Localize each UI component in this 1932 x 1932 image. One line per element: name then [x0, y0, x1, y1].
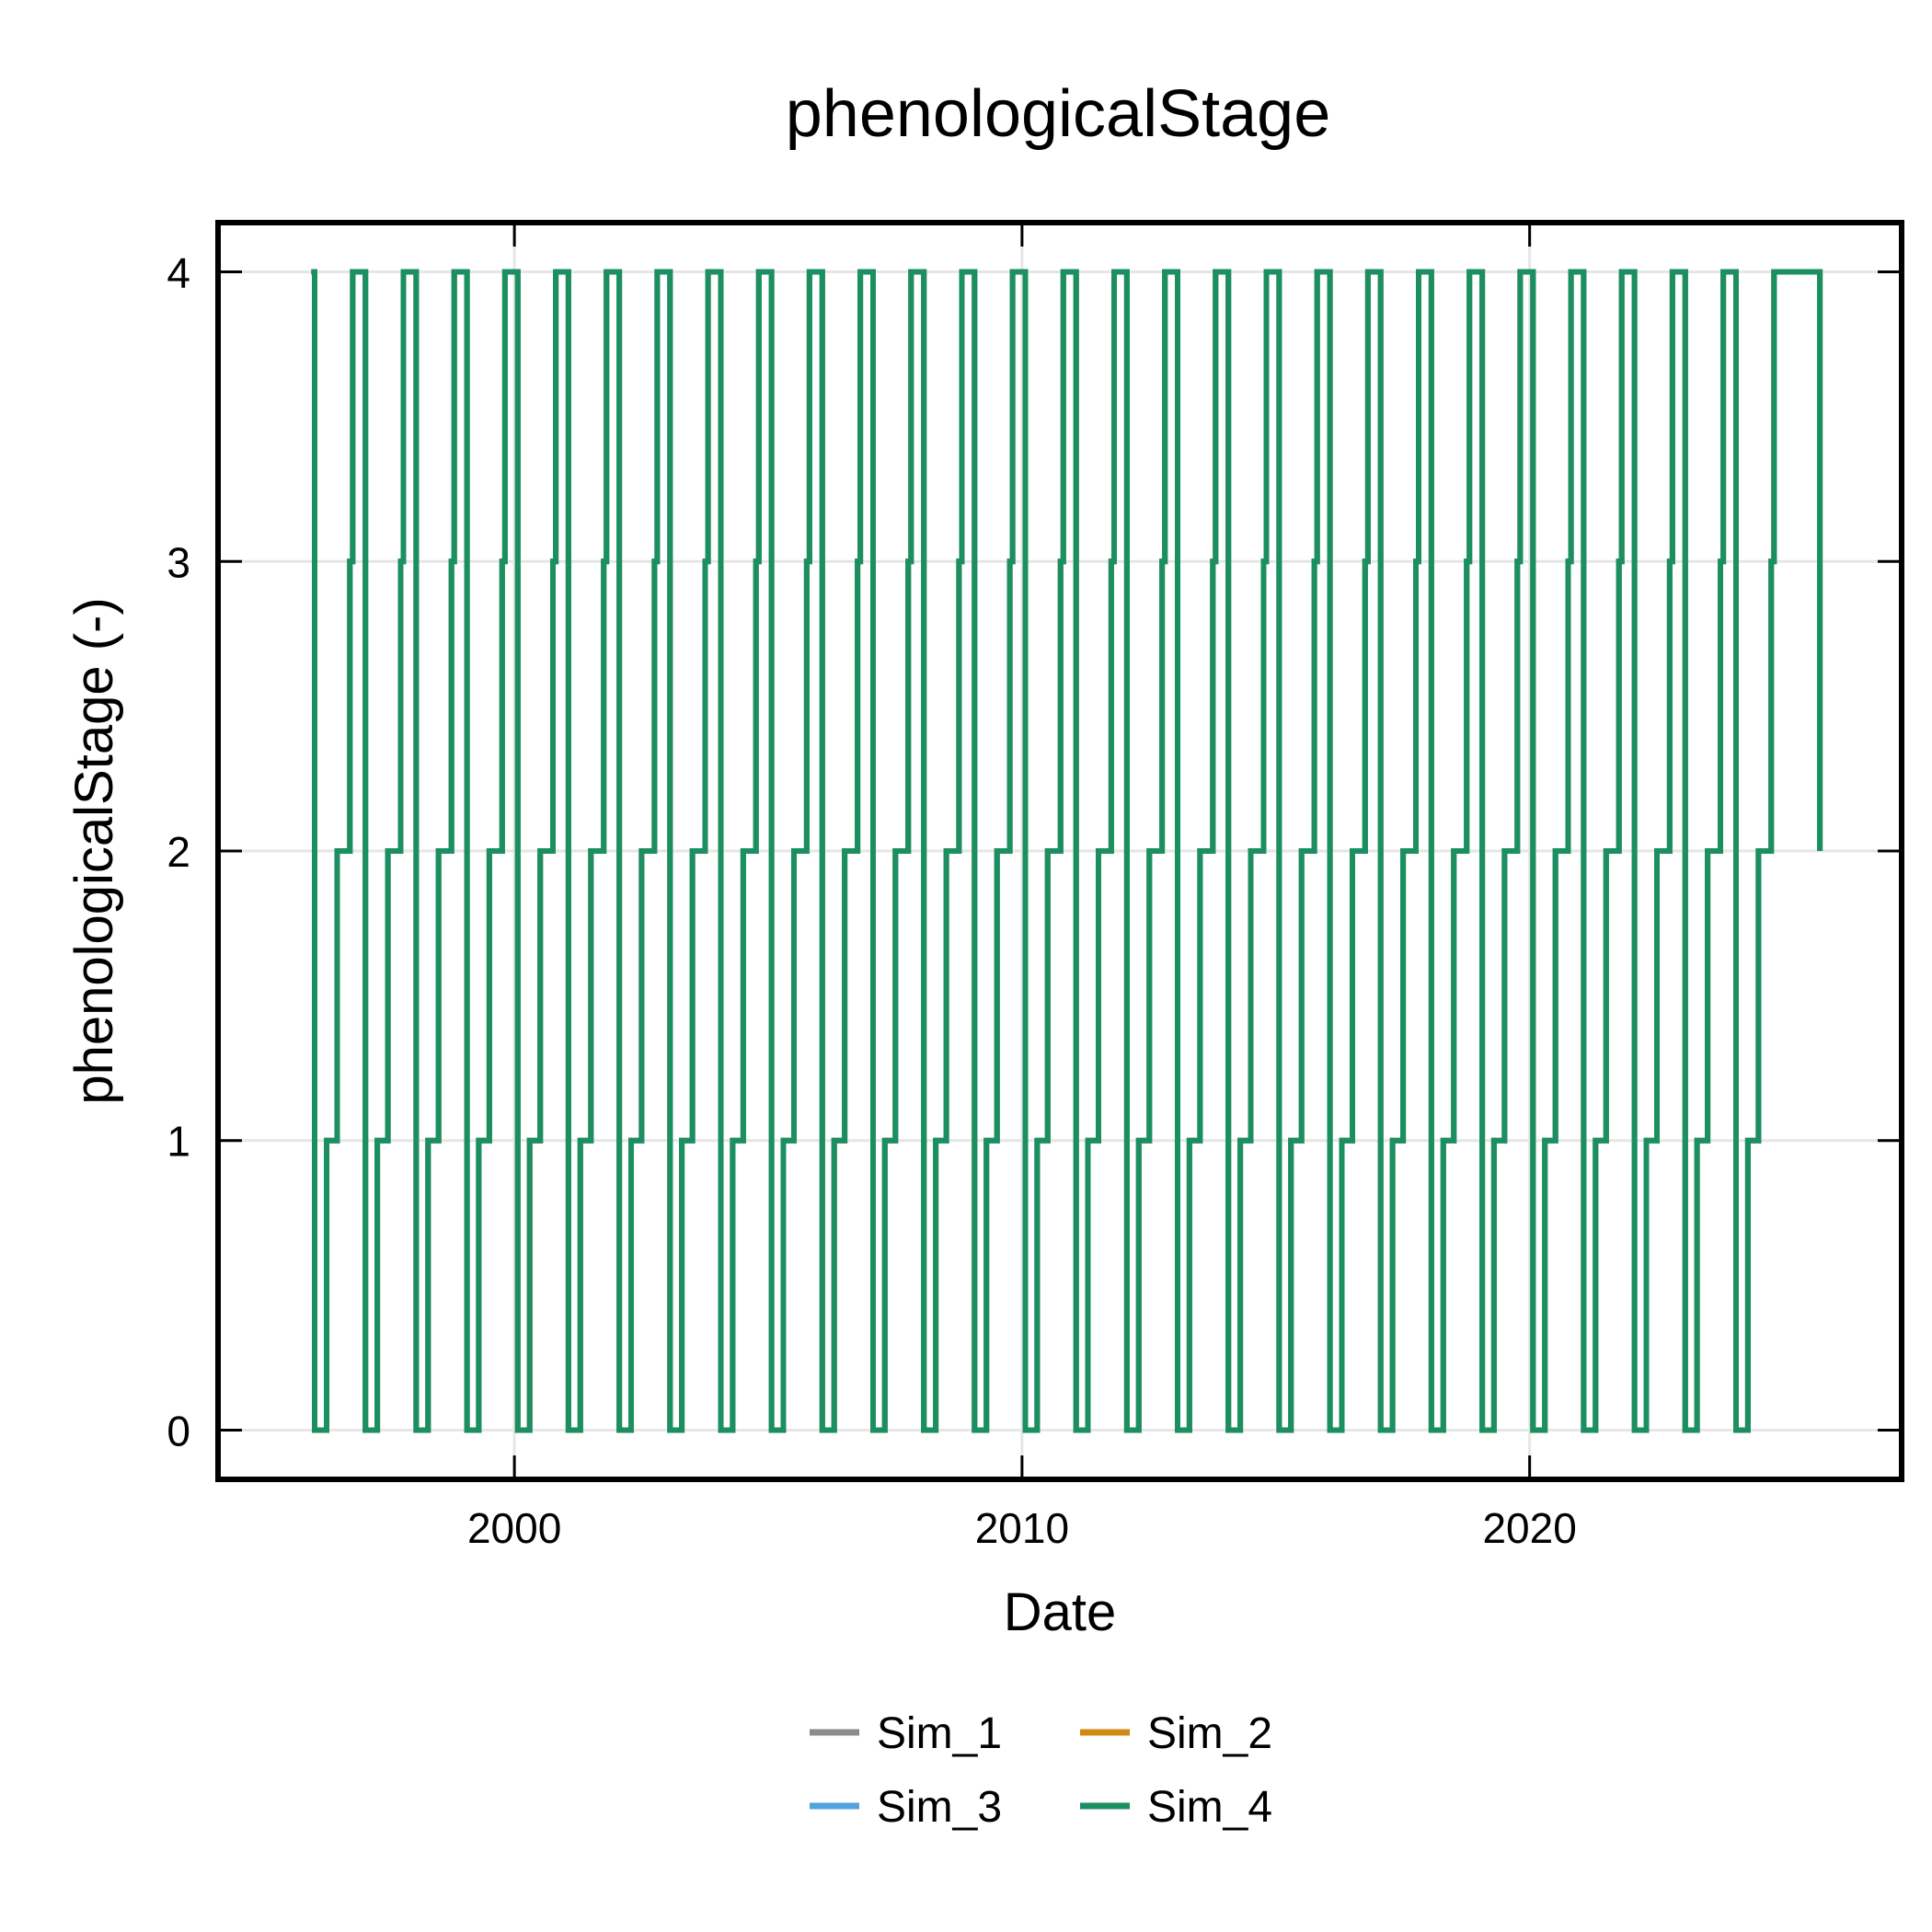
y-tick-label-2: 2: [167, 828, 190, 876]
y-tick-label-1: 1: [167, 1118, 190, 1166]
legend: Sim_1 Sim_2 Sim_3 Sim_4: [810, 1709, 1272, 1832]
legend-item-sim-3: Sim_3: [810, 1783, 1002, 1832]
series-layer: [311, 269, 1823, 1433]
plot-frame: [215, 220, 1904, 1482]
legend-item-sim-4: Sim_4: [1080, 1783, 1272, 1832]
y-tick-label-0: 0: [167, 1407, 190, 1455]
x-tick-label-2010: 2010: [975, 1504, 1069, 1552]
x-axis-label: Date: [1004, 1582, 1117, 1642]
legend-label-sim-4: Sim_4: [1147, 1783, 1272, 1832]
legend-label-sim-1: Sim_1: [877, 1709, 1002, 1758]
x-tick-label-2000: 2000: [467, 1504, 561, 1552]
legend-item-sim-2: Sim_2: [1080, 1709, 1272, 1758]
axis-ticks: [218, 223, 1902, 1479]
legend-label-sim-2: Sim_2: [1147, 1709, 1272, 1758]
series-line-sim-4: [311, 269, 1823, 1433]
chart-title: phenologicalStage: [786, 77, 1331, 151]
x-tick-label-2020: 2020: [1482, 1504, 1576, 1552]
y-tick-label-4: 4: [167, 249, 190, 297]
y-axis-label: phenologicalStage (-): [64, 597, 124, 1104]
legend-label-sim-3: Sim_3: [877, 1783, 1002, 1832]
y-tick-label-3: 3: [167, 538, 190, 586]
legend-item-sim-1: Sim_1: [810, 1709, 1002, 1758]
